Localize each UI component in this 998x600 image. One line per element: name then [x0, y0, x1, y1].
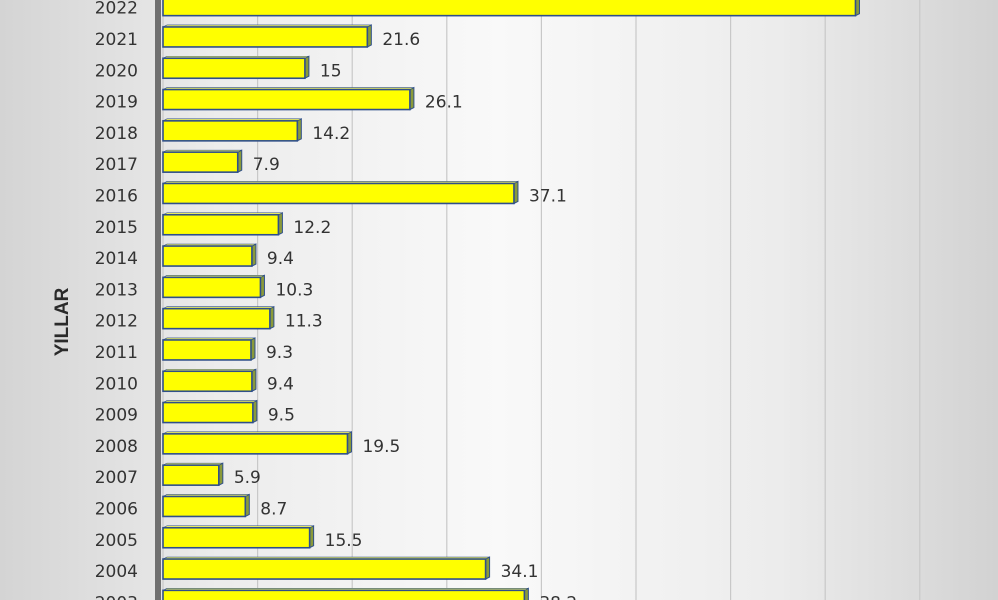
bar-front	[162, 558, 487, 580]
y-axis-title: YILLAR	[52, 287, 73, 357]
category-tick-label: 2004	[95, 562, 138, 582]
data-label: 15	[320, 61, 342, 81]
category-tick-label: 2003	[95, 593, 138, 600]
bar-front	[162, 120, 299, 142]
bar	[162, 243, 257, 267]
bar	[162, 180, 519, 205]
bar	[162, 149, 243, 173]
bar-front	[162, 182, 515, 205]
category-tick-label: 2012	[95, 312, 138, 332]
data-label: 26.1	[425, 93, 463, 113]
bar	[162, 274, 265, 299]
category-tick-label: 2022	[95, 0, 138, 19]
bar	[162, 24, 372, 48]
category-tick-label: 2021	[95, 30, 138, 50]
category-tick-label: 2014	[95, 249, 138, 269]
bar	[162, 337, 256, 361]
bar-front	[162, 57, 306, 80]
bar	[162, 587, 529, 600]
data-label: 38.2	[539, 593, 577, 600]
data-label: 10.3	[275, 280, 313, 300]
bar	[162, 524, 315, 549]
bar	[162, 493, 250, 518]
bar	[162, 0, 860, 17]
category-tick-label: 2011	[95, 343, 138, 363]
bar	[162, 431, 352, 455]
category-tick-label: 2018	[95, 124, 138, 144]
bar-front	[162, 339, 252, 361]
bar-front	[162, 26, 369, 48]
data-label: 9.4	[267, 249, 294, 269]
category-tick-label: 2006	[95, 499, 138, 519]
data-label: 37.1	[529, 186, 567, 206]
data-label: 9.3	[266, 343, 293, 363]
data-label: 5.9	[234, 468, 261, 488]
data-label: 12.2	[293, 218, 331, 238]
category-tick-label: 2009	[95, 406, 138, 426]
category-tick-label: 2015	[95, 218, 138, 238]
bar-front	[162, 0, 857, 17]
category-tick-label: 2007	[95, 468, 138, 488]
bar-front	[162, 433, 349, 455]
bar-front	[162, 370, 253, 393]
bar-front	[162, 401, 254, 424]
bar-front	[162, 589, 526, 600]
category-tick-label: 2005	[95, 531, 138, 551]
bar-front	[162, 151, 239, 173]
data-label: 9.4	[267, 374, 294, 394]
bar-front	[162, 495, 247, 518]
bar	[162, 368, 257, 393]
category-tick-label: 2013	[95, 280, 138, 300]
bar-front	[162, 245, 253, 267]
bar	[162, 211, 283, 236]
category-tick-label: 2016	[95, 186, 138, 206]
data-label: 34.1	[501, 562, 539, 582]
bar	[162, 55, 310, 80]
data-label: 21.6	[382, 30, 420, 50]
bar-front	[162, 88, 411, 111]
data-label: 19.5	[362, 437, 400, 457]
bar	[162, 556, 491, 580]
data-label: 11.3	[285, 312, 323, 332]
bar	[162, 118, 302, 142]
bar-front	[162, 213, 280, 236]
bar-front	[162, 307, 271, 330]
data-label: 15.5	[325, 531, 363, 551]
data-label: 7.9	[253, 155, 280, 175]
data-label: 9.5	[268, 406, 295, 426]
category-tick-label: 2010	[95, 374, 138, 394]
data-label: 8.7	[260, 499, 287, 519]
category-tick-label: 2019	[95, 93, 138, 113]
bar	[162, 399, 258, 424]
category-axis	[155, 0, 161, 600]
bar-front	[162, 464, 220, 486]
bar	[162, 305, 275, 330]
category-tick-label: 2008	[95, 437, 138, 457]
category-tick-label: 2020	[95, 61, 138, 81]
bar-front	[162, 526, 311, 549]
bar-front	[162, 276, 262, 299]
category-tick-label: 2017	[95, 155, 138, 175]
bar	[162, 462, 224, 486]
bar	[162, 86, 415, 111]
data-label: 14.2	[312, 124, 350, 144]
